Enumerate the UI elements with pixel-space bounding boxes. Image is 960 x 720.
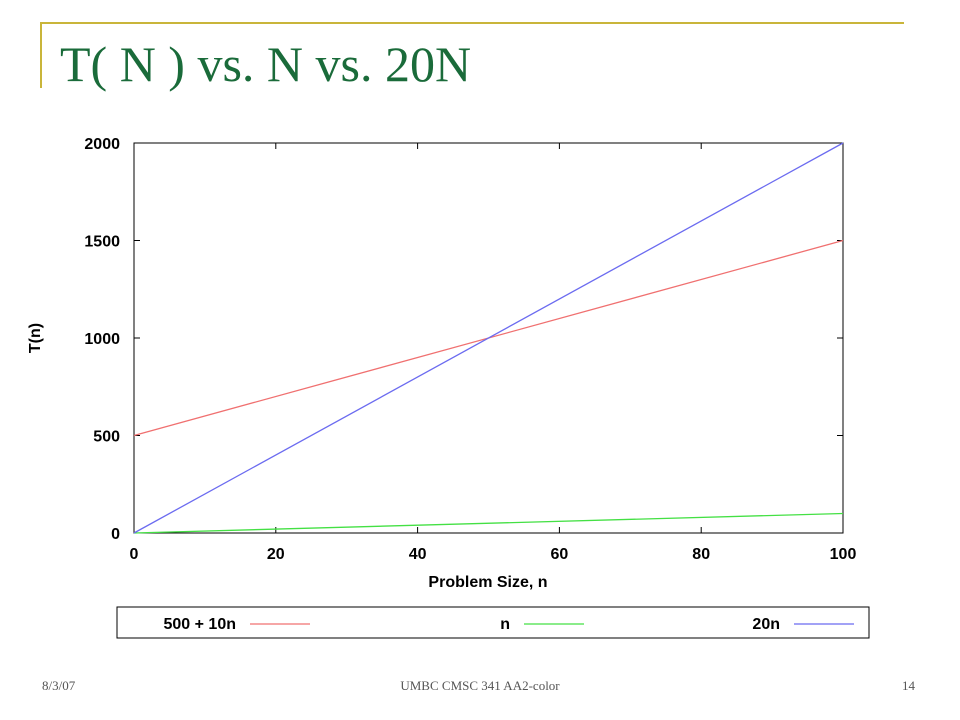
series-line-20n [133,142,844,534]
y-tick-label: 1000 [84,331,120,348]
footer-date: 8/3/07 [42,678,76,693]
legend: 500 + 10n n 20n [164,616,854,633]
slide-title: T( N ) vs. N vs. 20N [60,36,472,92]
y-tick-label: 500 [93,429,120,446]
x-tick-label: 100 [830,546,857,563]
y-tick-label: 2000 [84,136,120,153]
y-tick-label: 1500 [84,234,120,251]
legend-label: n [500,616,510,633]
legend-label: 20n [752,616,780,633]
top-rule [40,22,904,24]
y-axis-label: T(n) [27,323,44,353]
series-lines [133,142,844,534]
footer-course: UMBC CMSC 341 AA2-color [400,678,560,693]
x-axis-label: Problem Size, n [428,574,547,591]
x-tick-label: 60 [551,546,569,563]
y-tick-label: 0 [111,526,120,543]
left-rule [40,22,42,88]
legend-box [116,606,870,639]
x-tick-label: 40 [409,546,427,563]
x-tick-label: 0 [130,546,139,563]
x-tick-label: 80 [692,546,710,563]
series-line-n [133,512,844,534]
legend-label: 500 + 10n [164,616,237,633]
page-number: 14 [902,678,915,693]
x-tick-label: 20 [267,546,285,563]
